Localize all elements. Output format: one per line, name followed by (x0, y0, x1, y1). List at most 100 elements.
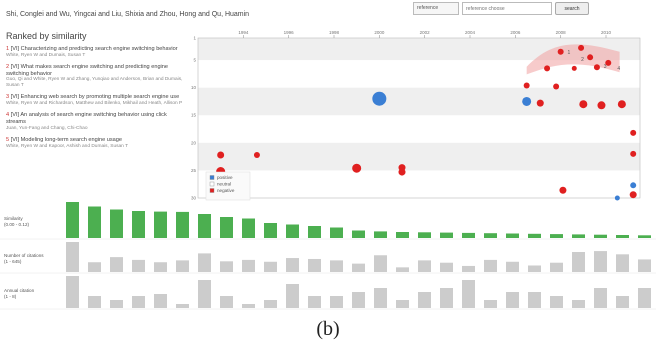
metric-bar (528, 233, 541, 238)
rank-tick-label: 10 (191, 85, 197, 90)
timeline-bubble (579, 100, 588, 109)
bar-row-range: (1 - 645) (4, 259, 22, 264)
metric-bar (352, 230, 365, 238)
metric-bar (528, 265, 541, 272)
result-item[interactable]: 2 [VI] What makes search engine switchin… (6, 64, 186, 90)
result-title[interactable]: 2 [VI] What makes search engine switchin… (6, 64, 186, 78)
timeline-bubble (605, 59, 612, 66)
metric-bar (638, 235, 651, 238)
highlight-rank-label: 4 (617, 66, 620, 72)
metric-bar (286, 258, 299, 272)
result-title[interactable]: 3 [VI] Enhancing web search by promoting… (6, 94, 186, 101)
timeline-bubble (253, 151, 260, 158)
metric-bar (66, 202, 79, 238)
result-title[interactable]: 1 [VI] Characterizing and predicting sea… (6, 46, 186, 53)
metric-bar (550, 296, 563, 308)
metric-bar (638, 288, 651, 308)
metric-bar (198, 214, 211, 238)
result-item[interactable]: 1 [VI] Characterizing and predicting sea… (6, 46, 186, 59)
rank-tick-label: 30 (191, 196, 197, 201)
result-item[interactable]: 4 [VI] An analysis of search engine swit… (6, 112, 186, 132)
legend-swatch (209, 175, 215, 180)
metric-bar (484, 233, 497, 238)
highlight-rank-label: 2 (581, 57, 584, 63)
result-item[interactable]: 5 [VI] Modeling long-term search engine … (6, 137, 186, 150)
metric-bar (506, 233, 519, 238)
metric-bar (88, 206, 101, 238)
metric-bar (132, 259, 145, 272)
metric-bar (132, 211, 145, 238)
metric-bar (572, 234, 585, 238)
timeline-chart: 1994 1996 1998 2000 2002 2004 2006 2008 20101510… (191, 30, 641, 201)
result-rank-number: 4 (6, 112, 10, 119)
timeline-frame (197, 37, 641, 199)
metric-bar (330, 296, 343, 308)
authors-line: Shi, Conglei and Wu, Yingcai and Liu, Sh… (6, 11, 250, 18)
legend-swatch (209, 188, 215, 193)
metric-bar (418, 232, 431, 238)
metric-bar (550, 234, 563, 238)
highlight-rank-label: 3 (604, 64, 607, 70)
bar-row-label: Number of citations (4, 253, 44, 258)
search-button[interactable]: search (555, 2, 589, 15)
metric-bar (594, 234, 607, 238)
metric-bar (66, 276, 79, 308)
highlight-flow (526, 44, 620, 75)
metric-bar (396, 267, 409, 272)
metric-bar (462, 265, 475, 272)
metric-bar (308, 226, 321, 238)
metric-bar (308, 296, 321, 308)
legend-label: negative (217, 188, 235, 193)
timeline-bubble (571, 65, 577, 71)
timeline-bubble (553, 83, 560, 90)
metric-bar (374, 288, 387, 308)
metric-bar (220, 261, 233, 272)
timeline-bubble (536, 99, 544, 107)
timeline-bubble (630, 129, 637, 136)
metric-bar (418, 292, 431, 308)
timeline-bubble (559, 186, 567, 194)
result-title[interactable]: 4 [VI] An analysis of search engine swit… (6, 112, 186, 126)
metric-bar (396, 300, 409, 308)
result-authors: White, Ryen W and Kapoor, Ashish and Dum… (6, 143, 129, 149)
metric-bar (110, 300, 123, 308)
highlight-rank-label: 1 (567, 50, 570, 56)
result-authors: White, Ryen W and Richardson, Matthew an… (6, 101, 183, 107)
metric-bar (242, 218, 255, 238)
year-tick-label: 1996 (284, 30, 295, 35)
metric-bar (198, 280, 211, 308)
rank-tick-label: 5 (193, 58, 196, 63)
ranked-heading: Ranked by similarity (6, 31, 87, 41)
result-rank-number: 5 (6, 136, 10, 143)
result-authors: Juan, Yun-Fang and Chang, Chi-Chao (6, 125, 88, 131)
metric-bar (66, 242, 79, 272)
metric-bars: Similarity(0.00 - 0.12) Number of citatio… (0, 202, 656, 310)
metric-bar (176, 211, 189, 238)
search-input[interactable] (462, 2, 552, 15)
metric-bar (220, 217, 233, 238)
metric-bar (616, 254, 629, 272)
metric-bar (352, 292, 365, 308)
timeline-bubble (544, 65, 551, 72)
year-tick-label: 2002 (420, 30, 431, 35)
metric-bar (198, 253, 211, 272)
metric-bar (374, 231, 387, 238)
metric-bar (374, 255, 387, 272)
result-item[interactable]: 3 [VI] Enhancing web search by promoting… (6, 94, 186, 107)
bar-row-label: Annual citation (4, 288, 35, 293)
result-rank-number: 1 (6, 46, 10, 52)
metric-bar (484, 300, 497, 308)
year-tick-label: 2004 (465, 30, 476, 35)
metric-bar (132, 296, 145, 308)
search-scope-select[interactable]: reference (413, 2, 459, 15)
results-list: 1 [VI] Characterizing and predicting sea… (6, 46, 186, 155)
metric-bar (176, 304, 189, 308)
metric-bar (462, 232, 475, 238)
result-title[interactable]: 5 [VI] Modeling long-term search engine … (6, 137, 186, 144)
year-tick-label: 1994 (238, 30, 249, 35)
year-tick-label: 2010 (601, 30, 612, 35)
metric-bar (286, 284, 299, 308)
result-title-text: [VI] An analysis of search engine switch… (6, 112, 167, 125)
result-authors: Guo, Qi and White, Ryen W and Zhang, Yun… (6, 77, 183, 89)
result-title-text: [VI] Modeling long-term search engine us… (9, 136, 122, 143)
